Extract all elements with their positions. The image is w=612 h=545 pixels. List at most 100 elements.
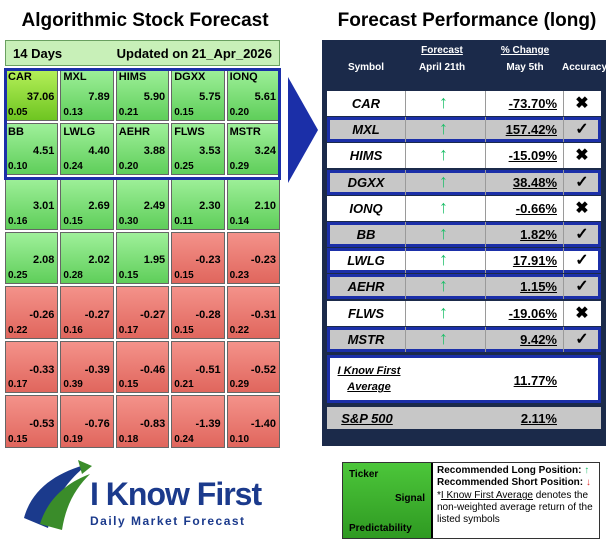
- cell-predictability: 0.15: [118, 270, 139, 282]
- change-cell: -0.66%: [515, 200, 557, 216]
- arrow-up-icon: ↑: [439, 118, 448, 139]
- cell-signal: -0.53: [29, 418, 55, 431]
- cell-predictability: 0.13: [63, 106, 83, 118]
- average-change: 11.77%: [513, 373, 557, 388]
- average-label[interactable]: I Know First Average: [337, 365, 401, 393]
- column-divider: [485, 248, 486, 274]
- chevron-right-icon: [288, 77, 318, 183]
- legend-note-link[interactable]: I Know First Average: [440, 490, 533, 501]
- symbol-cell: DGXX: [347, 174, 385, 190]
- grid-cell: -1.39 0.24: [171, 395, 225, 448]
- table-row: IONQ ↑ -0.66% ✖: [327, 195, 601, 221]
- cell-predictability: 0.21: [174, 379, 194, 391]
- cell-predictability: 0.29: [229, 379, 250, 391]
- updated-date: Updated on 21_Apr_2026: [116, 46, 272, 61]
- grid-cell: 1.95 0.15: [115, 231, 170, 285]
- cell-predictability: 0.17: [8, 379, 28, 391]
- arrow-up-icon: ↑: [439, 196, 448, 217]
- grid-cell: -1.40 0.10: [226, 395, 280, 448]
- cell-signal: -0.39: [84, 363, 110, 376]
- column-divider: [485, 300, 486, 326]
- grid-cell: -0.28 0.15: [171, 286, 225, 339]
- grid-cell: -0.52 0.29: [226, 340, 280, 394]
- average-row: I Know First Average 11.77%: [327, 355, 601, 403]
- grid-cell: FLWS 3.53 0.25: [171, 122, 225, 176]
- column-divider: [563, 326, 564, 352]
- cell-signal: -0.23: [250, 254, 276, 267]
- col-forecast-label: Forecast: [421, 45, 463, 56]
- company-logo: I Know First Daily Market Forecast: [18, 458, 288, 538]
- cell-signal: 3.88: [143, 145, 166, 158]
- grid-cell: -0.23 0.15: [171, 231, 225, 285]
- column-divider: [563, 300, 564, 326]
- cell-signal: 37.06: [26, 90, 55, 103]
- cell-predictability: 0.18: [118, 434, 139, 445]
- arrow-up-icon: ↑: [584, 465, 590, 476]
- change-cell: 1.15%: [520, 279, 557, 295]
- check-icon: ✓: [575, 173, 589, 191]
- cell-signal: -1.39: [195, 418, 221, 431]
- cell-signal: 2.69: [88, 199, 110, 212]
- grid-cell: MSTR 3.24 0.29: [226, 122, 280, 176]
- cell-signal: -0.52: [250, 363, 276, 376]
- sp500-label[interactable]: S&P 500: [341, 411, 393, 426]
- forecast-heatmap: CAR 37.06 0.05 MXL 7.89 0.13 HIMS 5.90 0.21 DGXX 5…: [5, 68, 280, 448]
- cell-signal: -0.33: [29, 363, 55, 376]
- cell-signal: -1.40: [250, 418, 276, 431]
- grid-cell: -0.31 0.22: [226, 286, 280, 339]
- symbol-cell: FLWS: [347, 305, 385, 321]
- legend: Ticker Signal Predictability Recommended…: [342, 462, 600, 539]
- column-divider: [405, 274, 406, 300]
- cell-predictability: 0.28: [63, 270, 83, 282]
- cell-signal: -0.51: [195, 363, 221, 376]
- cell-predictability: 0.15: [174, 270, 194, 282]
- cell-predictability: 0.21: [118, 106, 139, 118]
- grid-cell: -0.83 0.18: [115, 395, 170, 448]
- column-divider: [485, 169, 486, 195]
- cell-signal: -0.23: [195, 254, 221, 267]
- cell-ticker: MXL: [63, 71, 87, 83]
- cell-predictability: 0.15: [63, 215, 83, 227]
- cell-predictability: 0.23: [229, 270, 250, 282]
- grid-cell: AEHR 3.88 0.20: [115, 122, 170, 176]
- cell-predictability: 0.11: [174, 215, 194, 227]
- column-divider: [405, 143, 406, 169]
- cell-predictability: 0.20: [118, 161, 139, 173]
- cell-ticker: DGXX: [174, 71, 206, 83]
- column-divider: [485, 91, 486, 116]
- change-cell: -19.06%: [508, 305, 557, 321]
- cell-predictability: 0.16: [63, 324, 83, 336]
- cell-signal: -0.31: [250, 309, 276, 322]
- arrow-up-icon: ↑: [439, 144, 448, 165]
- grid-cell: BB 4.51 0.10: [5, 122, 59, 176]
- cell-signal: 3.24: [254, 145, 276, 158]
- col-change: % Change: [485, 45, 565, 57]
- symbol-cell: BB: [356, 227, 376, 242]
- cell-signal: -0.76: [84, 418, 110, 431]
- col-forecast-date: April 21th: [418, 62, 466, 73]
- cell-predictability: 0.39: [63, 379, 83, 391]
- column-divider: [563, 169, 564, 195]
- col-accuracy: Accuracy: [562, 62, 608, 73]
- grid-cell: -0.53 0.15: [5, 395, 59, 448]
- cell-predictability: 0.22: [8, 324, 28, 336]
- change-cell: 9.42%: [520, 331, 557, 347]
- col-change-date: May 5th: [506, 62, 544, 73]
- cell-predictability: 0.15: [8, 434, 28, 445]
- cell-signal: 4.51: [32, 145, 55, 158]
- legend-short: Recommended Short Position:: [437, 477, 584, 488]
- cell-predictability: 0.24: [63, 161, 83, 173]
- cross-icon: ✖: [575, 95, 589, 112]
- logo-brand: I Know First: [90, 476, 262, 512]
- grid-cell: 2.08 0.25: [5, 231, 59, 285]
- cell-signal: 5.75: [199, 90, 221, 103]
- cell-ticker: BB: [8, 125, 24, 138]
- grid-cell: -0.26 0.22: [5, 286, 59, 339]
- cell-signal: -0.26: [29, 309, 55, 322]
- left-panel-title: Algorithmic Stock Forecast: [21, 10, 269, 31]
- cell-predictability: 0.30: [118, 215, 139, 227]
- legend-signal: Signal: [394, 493, 425, 504]
- col-symbol: Symbol: [347, 62, 385, 73]
- cell-ticker: CAR: [8, 71, 32, 83]
- cell-signal: 2.08: [32, 254, 55, 267]
